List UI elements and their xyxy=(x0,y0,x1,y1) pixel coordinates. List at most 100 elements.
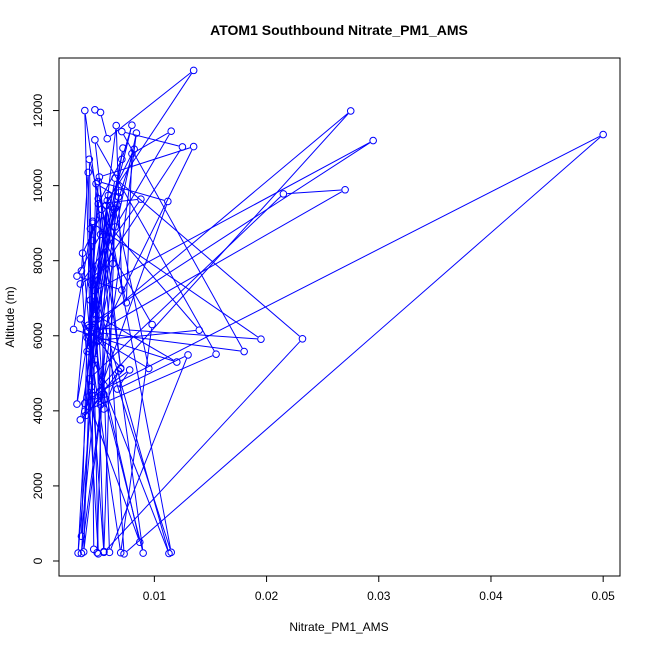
data-point xyxy=(91,286,99,295)
data-point xyxy=(130,145,138,154)
data-point xyxy=(100,381,108,390)
data-point xyxy=(135,538,144,547)
data-point xyxy=(89,545,98,554)
series-segment xyxy=(83,187,97,549)
data-point xyxy=(77,549,86,558)
x-tick-label: 0.01 xyxy=(143,589,167,603)
data-point xyxy=(118,286,126,294)
data-point xyxy=(86,296,95,304)
data-point xyxy=(144,364,153,373)
data-point xyxy=(88,219,97,227)
data-point xyxy=(111,174,119,182)
series-segment xyxy=(102,384,169,551)
series-segment xyxy=(106,209,171,549)
data-point xyxy=(109,259,117,268)
data-point xyxy=(76,315,85,323)
data-point xyxy=(92,311,100,319)
data-point xyxy=(105,548,114,557)
y-tick-label: 6000 xyxy=(31,322,45,349)
data-point xyxy=(85,155,94,164)
data-point xyxy=(173,358,181,366)
series-segment xyxy=(117,180,300,337)
data-point xyxy=(69,325,78,334)
data-point xyxy=(81,407,89,416)
data-point xyxy=(84,168,92,177)
series-segment xyxy=(80,276,119,290)
series-segment xyxy=(112,128,132,204)
data-point xyxy=(369,136,377,145)
series-segment xyxy=(95,224,259,338)
x-axis-label: Nitrate_PM1_AMS xyxy=(289,620,388,634)
data-point xyxy=(88,323,97,332)
data-point xyxy=(91,392,99,400)
series-segment xyxy=(96,327,258,340)
x-tick-label: 0.03 xyxy=(367,589,391,603)
data-point xyxy=(137,195,145,203)
data-point xyxy=(111,223,119,231)
series-segment xyxy=(108,73,192,198)
data-point xyxy=(298,334,307,343)
data-point xyxy=(122,298,131,307)
data-point xyxy=(257,335,265,343)
series-segment xyxy=(104,388,140,539)
data-point xyxy=(100,405,108,413)
data-point xyxy=(120,550,128,558)
series-segment xyxy=(77,185,99,550)
data-point xyxy=(78,249,87,257)
data-point xyxy=(104,191,113,200)
data-point xyxy=(189,142,198,151)
data-point xyxy=(88,392,97,400)
data-point xyxy=(91,136,99,144)
x-tick-label: 0.04 xyxy=(479,589,503,603)
data-point xyxy=(74,549,82,557)
data-point xyxy=(212,350,220,358)
series-segment xyxy=(90,191,343,337)
series-segment xyxy=(103,211,116,548)
data-point xyxy=(132,129,141,137)
series-segment xyxy=(91,196,281,377)
data-point xyxy=(195,326,204,334)
series-segment xyxy=(287,189,342,195)
data-point xyxy=(73,272,81,280)
data-point xyxy=(94,199,103,208)
data-point xyxy=(83,333,91,342)
data-point xyxy=(599,130,607,139)
x-tick-label: 0.02 xyxy=(255,589,279,603)
data-point xyxy=(341,185,349,194)
data-point xyxy=(88,360,97,368)
data-point xyxy=(346,107,355,115)
data-point xyxy=(100,390,108,399)
data-point xyxy=(92,315,100,324)
series-segment xyxy=(96,322,171,549)
data-point xyxy=(97,205,106,214)
data-point xyxy=(115,188,124,197)
data-point xyxy=(76,280,85,288)
series-segment xyxy=(73,224,93,326)
data-point xyxy=(189,66,198,75)
data-point xyxy=(94,194,103,203)
data-point xyxy=(77,267,86,275)
chart-title: ATOM1 Southbound Nitrate_PM1_AMS xyxy=(210,22,468,38)
series-segment xyxy=(82,201,140,282)
series-segment xyxy=(126,136,601,552)
series-segment xyxy=(81,136,137,550)
series-segment xyxy=(89,112,349,330)
data-point xyxy=(148,320,156,329)
data-point xyxy=(87,280,96,289)
data-point xyxy=(85,375,94,383)
series-segment xyxy=(91,142,371,324)
series-segment xyxy=(102,135,601,391)
data-point xyxy=(81,106,89,115)
series-points xyxy=(69,66,607,558)
series-segment xyxy=(100,332,241,352)
data-point xyxy=(167,548,175,557)
series-segment xyxy=(93,149,181,282)
series-segment xyxy=(87,213,114,394)
data-point xyxy=(178,143,187,151)
series-lines xyxy=(73,72,601,552)
series-segment xyxy=(99,162,121,201)
data-point xyxy=(85,344,94,353)
data-point xyxy=(110,205,118,214)
data-point xyxy=(82,411,90,420)
